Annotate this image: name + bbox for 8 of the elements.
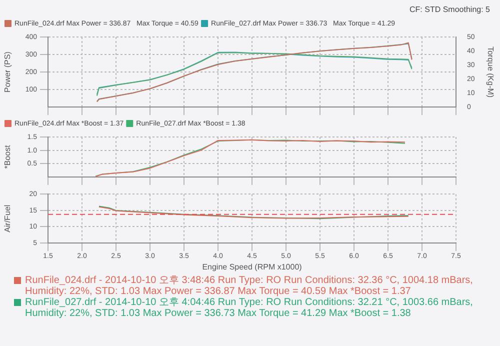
y2-axis-title: Torque (Kg-M) bbox=[486, 46, 495, 98]
text: RunFile_024.drf - 2014-10-10 오후 3:48:46 Run Type: RO Run Conditions: 32.36 °C, 1004.18 mBars, Humidity: 22%, STD: 1.03 Max Power = 336.87 Max Torque = 40.59 Max *Boost = 1.37 bbox=[25, 275, 474, 297]
y-axis-title: Power (PS) bbox=[3, 51, 12, 92]
x-axis-title: Engine Speed (RPM x1000) bbox=[202, 262, 302, 272]
y-axis-title: Air/Fuel bbox=[3, 204, 12, 232]
text: CF: STD Smoothing: 5 bbox=[410, 4, 490, 15]
y-axis-title: *Boost bbox=[3, 144, 12, 169]
text: RunFile_027.drf - 2014-10-10 오후 4:04:46 Run Type: RO Run Conditions: 32.21 °C, 1003.66 mBars, Humidity: 22%, STD: 1.03 Max Power = 336.73 Max Torque = 41.29 Max *Boost = 1.38 bbox=[25, 297, 474, 319]
